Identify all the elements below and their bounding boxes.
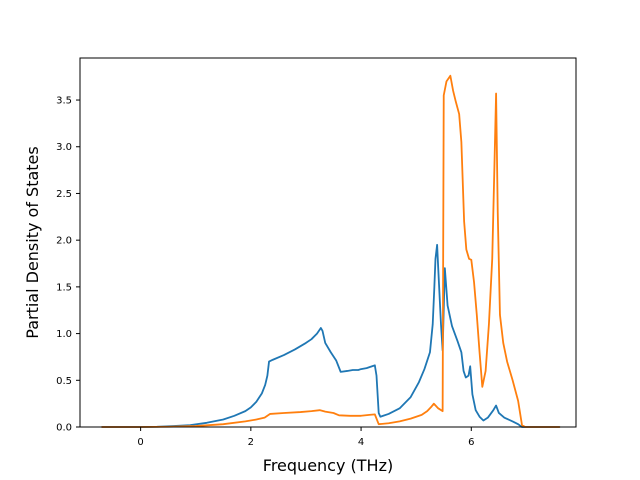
y-axis-label: Partial Density of States bbox=[23, 146, 42, 338]
x-tick-label: 4 bbox=[358, 437, 364, 448]
series-layer bbox=[101, 74, 561, 428]
y-tick-label: 0.5 bbox=[56, 376, 72, 387]
y-axis-ticks: 0.0 0.5 1.0 1.5 2.0 2.5 3.0 3.5 bbox=[56, 96, 80, 434]
y-tick-label: 3.5 bbox=[56, 96, 72, 107]
x-tick-label: 2 bbox=[248, 437, 254, 448]
x-axis-label: Frequency (THz) bbox=[263, 456, 393, 475]
series-line-2 bbox=[101, 74, 561, 428]
x-axis-ticks: 0 2 4 6 bbox=[137, 427, 474, 448]
y-tick-label: 3.0 bbox=[56, 142, 72, 153]
y-tick-label: 1.0 bbox=[56, 329, 72, 340]
y-tick-label: 1.5 bbox=[56, 282, 72, 293]
y-tick-label: 0.0 bbox=[56, 423, 72, 434]
y-tick-label: 2.5 bbox=[56, 189, 72, 200]
x-tick-label: 6 bbox=[468, 437, 474, 448]
y-tick-label: 2.0 bbox=[56, 236, 72, 247]
plot-frame bbox=[79, 57, 577, 428]
series-line-1 bbox=[101, 243, 561, 428]
x-tick-label: 0 bbox=[137, 437, 143, 448]
